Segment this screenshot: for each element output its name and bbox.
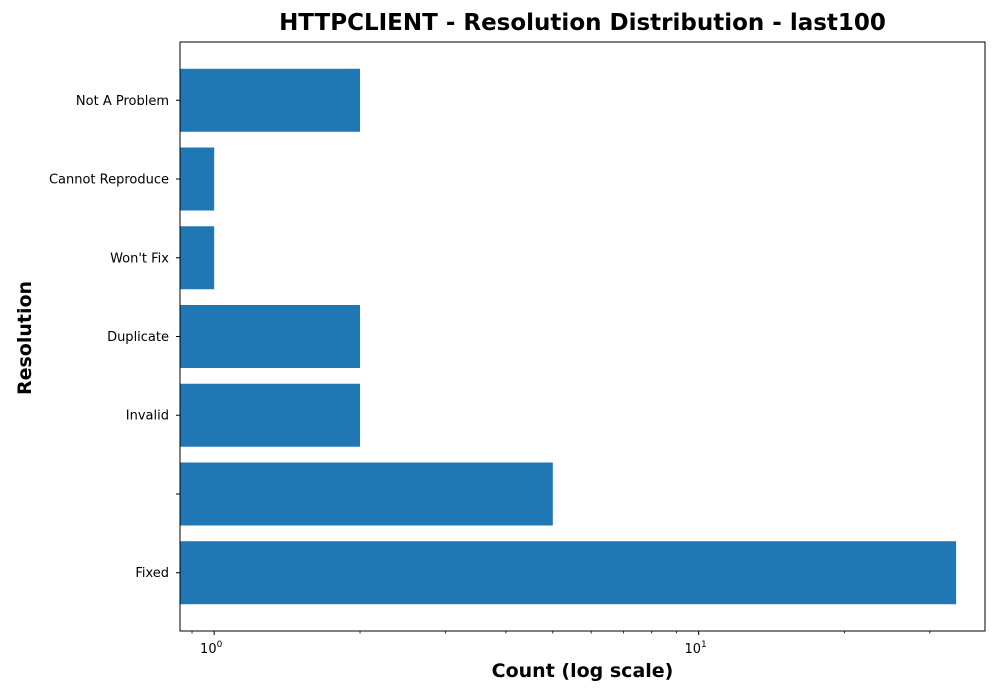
chart-title: HTTPCLIENT - Resolution Distribution - l… xyxy=(279,10,886,36)
bar xyxy=(180,147,215,211)
y-tick-label: Won't Fix xyxy=(110,251,169,266)
bar xyxy=(180,383,361,447)
bar xyxy=(180,305,361,368)
bar xyxy=(180,68,361,132)
y-tick-label: Duplicate xyxy=(107,330,169,345)
y-tick-label: Not A Problem xyxy=(76,94,169,109)
y-tick-label: Cannot Reproduce xyxy=(49,173,169,188)
x-tick-label: 101 xyxy=(685,640,707,657)
x-tick-label: 100 xyxy=(200,640,223,657)
y-tick-label: Invalid xyxy=(126,409,169,424)
bar xyxy=(180,226,215,290)
bar xyxy=(180,462,553,526)
x-axis-label: Count (log scale) xyxy=(491,660,674,682)
y-tick-label: Fixed xyxy=(135,566,169,581)
bar xyxy=(180,541,957,605)
